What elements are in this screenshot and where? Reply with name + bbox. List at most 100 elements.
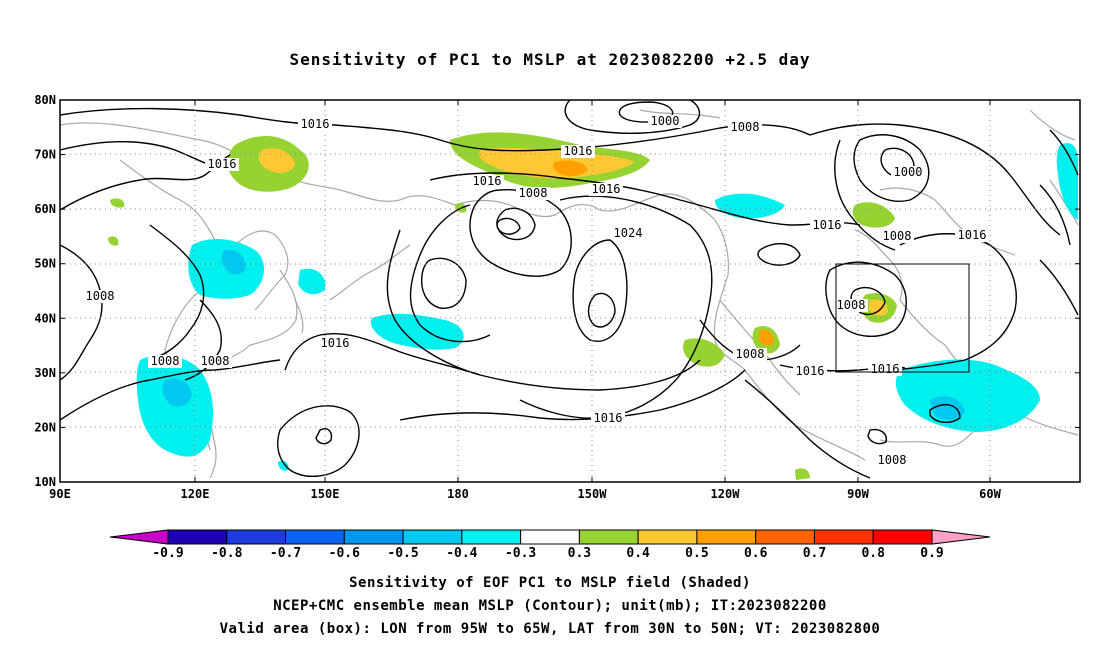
valid-area-box xyxy=(835,263,970,373)
contour-label-1016-hudson-bg xyxy=(810,219,844,232)
contour-label-1016-subtropics-bg xyxy=(591,412,625,425)
colorbar-segment xyxy=(813,529,874,545)
contour-label-1016-west-bg xyxy=(205,158,239,171)
contour-label-1008-asia-bg xyxy=(83,290,117,303)
lon-label-120E: 120E xyxy=(181,487,210,501)
contour-label-1016-labrador-bg xyxy=(955,229,989,242)
contour-label-1016-hudson: 1016 xyxy=(813,218,842,232)
contour-label-1016-bering-b-bg xyxy=(589,183,623,196)
colorbar-label: -0.3 xyxy=(505,546,536,561)
map-title: Sensitivity of PC1 to MSLP at 2023082200… xyxy=(289,50,811,69)
colorbar xyxy=(109,529,991,545)
colorbar-segment xyxy=(226,529,287,545)
latitude-labels: 80N 70N 60N 50N 40N 30N 20N 10N xyxy=(34,93,56,489)
lon-label-90W: 90W xyxy=(847,487,869,501)
contour-label-1016-japan-bg xyxy=(318,337,352,350)
colorbar-segment xyxy=(285,529,345,545)
lon-label-180: 180 xyxy=(447,487,469,501)
lat-label-40N: 40N xyxy=(34,311,56,325)
footer-contour-caption: NCEP+CMC ensemble mean MSLP (Contour); u… xyxy=(273,598,827,614)
contour-label-1016-bering-a: 1016 xyxy=(473,174,502,188)
colorbar-label: -0.7 xyxy=(270,546,301,561)
contour-label-1016-bering-b: 1016 xyxy=(592,182,621,196)
lon-label-150E: 150E xyxy=(311,487,340,501)
contour-label-1016-gulf-a: 1016 xyxy=(796,364,825,378)
colorbar-segment xyxy=(578,529,639,545)
contour-label-1000-hudson: 1000 xyxy=(894,165,923,179)
lat-label-60N: 60N xyxy=(34,202,56,216)
colorbar-label: 0.9 xyxy=(920,546,943,561)
contour-label-1008-bering: 1008 xyxy=(519,186,548,200)
colorbar-label: -0.9 xyxy=(152,546,183,561)
colorbar-label: -0.6 xyxy=(329,546,360,561)
axis-ticks xyxy=(59,99,1080,483)
plot-frame xyxy=(59,99,1081,483)
colorbar-label: 0.5 xyxy=(685,546,708,561)
contour-label-1008-china-a: 1008 xyxy=(151,354,180,368)
colorbar-segment xyxy=(461,529,522,545)
contour-label-1016-gulf-b-bg xyxy=(868,363,902,376)
colorbar-label: -0.5 xyxy=(387,546,418,561)
contour-label-1016-japan: 1016 xyxy=(321,336,350,350)
colorbar-label: -0.8 xyxy=(211,546,242,561)
contour-label-1024-pacific-bg xyxy=(611,227,645,240)
colorbar-label: 0.3 xyxy=(568,546,591,561)
colorbar-segment xyxy=(520,529,580,545)
contour-label-1008-hudson: 1008 xyxy=(883,229,912,243)
longitude-labels: 90E 120E 150E 180 150W 120W 90W 60W xyxy=(49,487,1001,501)
lat-label-80N: 80N xyxy=(34,93,56,107)
contour-label-1016-alaska-bg xyxy=(561,145,595,158)
lat-label-50N: 50N xyxy=(34,257,56,271)
colorbar-segment xyxy=(755,529,815,545)
colorbar-label: -0.4 xyxy=(446,546,477,561)
contour-label-1008-greatlakes: 1008 xyxy=(837,298,866,312)
contour-label-1008-caribbean: 1008 xyxy=(878,453,907,467)
contour-label-1008-china-a-bg xyxy=(148,355,182,368)
contour-label-1000-arctic: 1000 xyxy=(651,114,680,128)
colorbar-segment xyxy=(696,529,757,545)
contour-label-1008-china-b: 1008 xyxy=(201,354,230,368)
contour-label-1016-bering-a-bg xyxy=(470,175,504,188)
contour-label-1008-caribbean-bg xyxy=(875,454,909,467)
contour-label-1008-arctic-bg xyxy=(728,121,762,134)
contour-labels: 1000 1008 1016 1016 1016 1016 1008 1016 1024 1000… xyxy=(83,114,989,467)
lat-label-70N: 70N xyxy=(34,148,56,162)
contour-label-1008-asia: 1008 xyxy=(86,289,115,303)
contour-label-1000-arctic-bg xyxy=(648,115,682,128)
colorbar-segment xyxy=(167,529,228,545)
colorbar-extend-high xyxy=(931,529,991,545)
footer-shading-caption: Sensitivity of EOF PC1 to MSLP field (Sh… xyxy=(349,575,751,591)
lat-label-30N: 30N xyxy=(34,366,56,380)
contour-label-1016-siberia: 1016 xyxy=(301,117,330,131)
colorbar-labels: -0.9 -0.8 -0.7 -0.6 -0.5 -0.4 -0.3 0.3 0.4 0.5 0.6… xyxy=(152,546,943,561)
colorbar-label: 0.4 xyxy=(626,546,650,561)
contour-label-1008-mexico: 1008 xyxy=(736,347,765,361)
lat-label-20N: 20N xyxy=(34,420,56,434)
contour-label-1016-siberia-bg xyxy=(298,118,332,131)
lat-label-10N: 10N xyxy=(34,475,56,489)
contour-label-1016-subtropics: 1016 xyxy=(594,411,623,425)
lon-label-150W: 150W xyxy=(578,487,608,501)
contour-label-1016-gulf-a-bg xyxy=(793,365,827,378)
contour-label-1016-gulf-b: 1016 xyxy=(871,362,900,376)
colorbar-extend-low xyxy=(109,529,169,545)
contour-label-1016-alaska: 1016 xyxy=(564,144,593,158)
contour-label-1008-china-b-bg xyxy=(198,355,232,368)
contour-label-1000-hudson-bg xyxy=(891,166,925,179)
colorbar-segment xyxy=(872,529,933,545)
footer-valid-area-caption: Valid area (box): LON from 95W to 65W, L… xyxy=(219,621,881,637)
colorbar-label: 0.6 xyxy=(744,546,768,561)
colorbar-segment xyxy=(343,529,404,545)
colorbar-label: 0.8 xyxy=(861,546,885,561)
colorbar-label: 0.7 xyxy=(803,546,826,561)
colorbar-segment xyxy=(637,529,698,545)
sensitivity-shading xyxy=(108,132,1078,480)
lon-label-90E: 90E xyxy=(49,487,71,501)
contour-label-1024-pacific: 1024 xyxy=(614,226,643,240)
contour-label-1008-greatlakes-bg xyxy=(834,299,868,312)
contour-label-1008-bering-bg xyxy=(516,187,550,200)
lon-label-120W: 120W xyxy=(711,487,741,501)
contour-label-1016-west: 1016 xyxy=(208,157,237,171)
contour-label-1008-arctic: 1008 xyxy=(731,120,760,134)
